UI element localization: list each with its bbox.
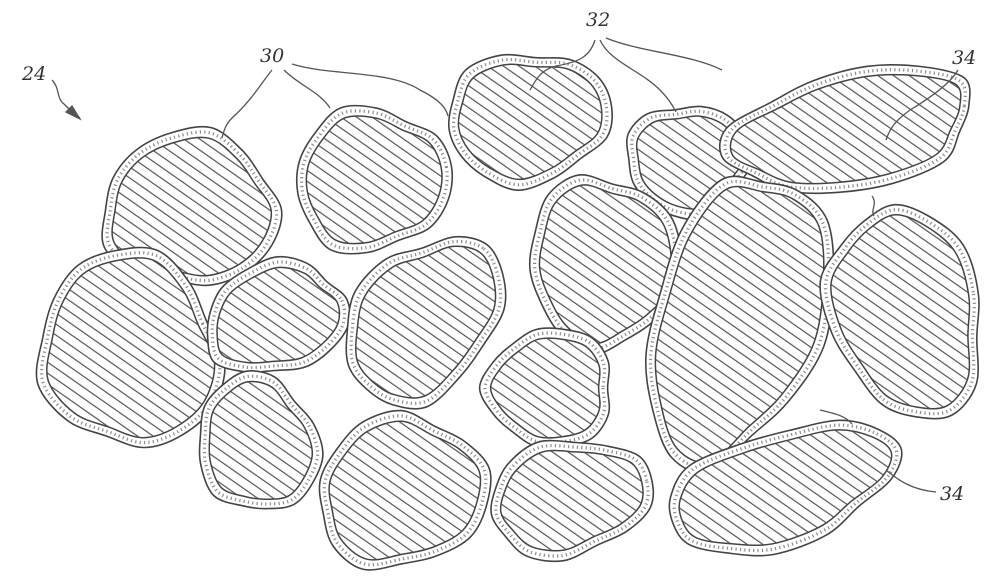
reference-labels: 24 30 32 34 34 [21,9,976,505]
particle-core-hatched [830,214,971,410]
particle-core-hatched [46,257,216,439]
coated-particle [718,64,971,195]
coated-particle [206,255,351,374]
particle-core-hatched [216,266,341,364]
coated-particle [295,104,454,255]
leader-32c [605,37,723,71]
leader-lines [51,37,959,493]
leader-30a [221,69,273,139]
particle-coating-stipple [452,57,609,187]
particle-core-hatched [489,337,601,439]
particle-coating-stipple [723,68,967,190]
label-30: 30 [260,45,284,67]
particle-core-hatched [457,63,603,181]
leader-34-top [885,69,959,141]
particle-coating-stipple [202,374,320,506]
label-24: 24 [21,63,46,85]
leader-32b [599,39,677,113]
leader-gap-2 [819,409,853,425]
coated-particle [528,174,683,355]
label-34-bottom: 34 [940,483,964,505]
coated-particle [490,439,655,563]
particle-core-hatched [538,184,673,345]
coated-particle [478,327,611,449]
label-32: 32 [586,9,610,31]
particle-coating-stipple [483,331,607,445]
coated-particle [668,419,903,557]
particle-core-hatched [499,449,644,552]
coated-particle [447,53,613,192]
particle-core-hatched [328,420,482,561]
particle-core-hatched [208,380,314,501]
coated-particle [101,125,283,287]
coated-particle [198,370,324,510]
leader-gap-1 [871,195,875,217]
leader-34-bottom [885,469,937,493]
leader-32a [529,39,596,91]
coated-particle [35,246,226,449]
particle-core-hatched [111,136,273,277]
coated-particle [318,409,492,571]
particle-core-hatched [678,429,893,547]
arrowhead-24 [64,104,82,121]
particles-group [35,53,980,571]
coated-particle [345,235,507,410]
particle-coating-stipple [823,208,976,416]
particle-core-hatched [305,115,443,245]
particle-coating-stipple [39,251,222,445]
particle-core-hatched [654,185,825,464]
particle-coating-stipple [648,179,831,470]
coated-particle [644,175,835,474]
label-34-top: 34 [952,47,976,69]
leader-30c [291,63,449,117]
particle-core-hatched [355,245,497,399]
leader-30b [283,69,331,109]
particle-coating-stipple [349,239,503,405]
particle-core-hatched [729,73,962,185]
particle-coating-stipple [533,178,679,351]
coated-particle [819,203,980,420]
